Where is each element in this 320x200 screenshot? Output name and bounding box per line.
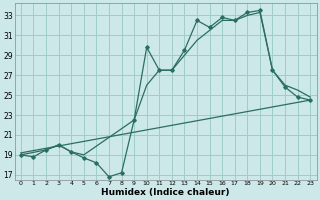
X-axis label: Humidex (Indice chaleur): Humidex (Indice chaleur) (101, 188, 230, 197)
